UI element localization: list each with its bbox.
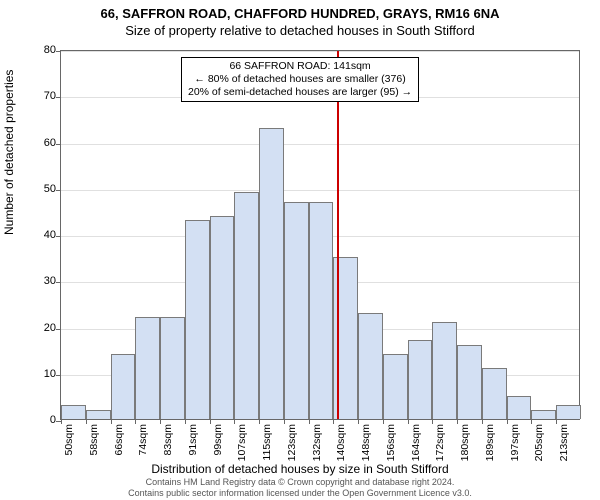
x-tick-label: 172sqm: [434, 424, 446, 461]
y-tick-label: 10: [44, 368, 56, 380]
property-marker-line: [337, 51, 339, 419]
x-tick-label: 197sqm: [509, 424, 521, 461]
histogram-bar: [358, 313, 383, 419]
y-tick-mark: [56, 51, 61, 52]
y-tick-mark: [56, 329, 61, 330]
x-tick-mark: [210, 419, 211, 424]
chart-title-line1: 66, SAFFRON ROAD, CHAFFORD HUNDRED, GRAY…: [0, 6, 600, 21]
x-tick-label: 213sqm: [558, 424, 570, 461]
x-tick-mark: [111, 419, 112, 424]
x-tick-label: 74sqm: [137, 424, 149, 456]
x-tick-label: 180sqm: [459, 424, 471, 461]
x-tick-label: 91sqm: [187, 424, 199, 456]
gridline: [61, 190, 579, 191]
x-tick-label: 115sqm: [261, 424, 273, 461]
property-annotation: 66 SAFFRON ROAD: 141sqm← 80% of detached…: [181, 57, 419, 102]
y-tick-label: 70: [44, 90, 56, 102]
x-tick-mark: [383, 419, 384, 424]
plot-area: 66 SAFFRON ROAD: 141sqm← 80% of detached…: [60, 50, 580, 420]
x-axis-label: Distribution of detached houses by size …: [0, 462, 600, 476]
x-tick-label: 164sqm: [410, 424, 422, 461]
x-tick-label: 148sqm: [360, 424, 372, 461]
x-tick-label: 205sqm: [533, 424, 545, 461]
x-tick-label: 189sqm: [484, 424, 496, 461]
x-tick-label: 140sqm: [335, 424, 347, 461]
histogram-bar: [457, 345, 482, 419]
y-tick-label: 60: [44, 137, 56, 149]
chart-title-line2: Size of property relative to detached ho…: [0, 23, 600, 38]
chart-title-block: 66, SAFFRON ROAD, CHAFFORD HUNDRED, GRAY…: [0, 6, 600, 38]
y-tick-mark: [56, 190, 61, 191]
annotation-line: ← 80% of detached houses are smaller (37…: [188, 73, 412, 86]
x-tick-label: 132sqm: [311, 424, 323, 461]
x-tick-label: 66sqm: [113, 424, 125, 456]
histogram-bar: [259, 128, 284, 419]
y-tick-mark: [56, 97, 61, 98]
x-tick-label: 123sqm: [286, 424, 298, 461]
y-tick-label: 0: [50, 414, 56, 426]
histogram-bar: [111, 354, 136, 419]
y-tick-label: 80: [44, 44, 56, 56]
histogram-bar: [408, 340, 433, 419]
x-tick-label: 107sqm: [236, 424, 248, 461]
x-tick-mark: [61, 419, 62, 424]
histogram-bar: [210, 216, 235, 420]
histogram-bar: [284, 202, 309, 419]
x-tick-label: 99sqm: [212, 424, 224, 456]
histogram-bar: [507, 396, 532, 419]
y-tick-label: 50: [44, 183, 56, 195]
footer-line2: Contains public sector information licen…: [0, 488, 600, 498]
y-tick-label: 20: [44, 322, 56, 334]
histogram-bar: [61, 405, 86, 419]
x-tick-mark: [160, 419, 161, 424]
x-tick-mark: [284, 419, 285, 424]
histogram-bar: [135, 317, 160, 419]
y-tick-mark: [56, 144, 61, 145]
y-tick-label: 30: [44, 275, 56, 287]
annotation-line: 66 SAFFRON ROAD: 141sqm: [188, 60, 412, 73]
y-tick-mark: [56, 282, 61, 283]
x-tick-mark: [507, 419, 508, 424]
x-tick-mark: [259, 419, 260, 424]
histogram-bar: [383, 354, 408, 419]
x-tick-label: 156sqm: [385, 424, 397, 461]
x-tick-label: 50sqm: [63, 424, 75, 456]
y-tick-mark: [56, 375, 61, 376]
histogram-bar: [531, 410, 556, 419]
histogram-bar: [185, 220, 210, 419]
histogram-bar: [432, 322, 457, 419]
histogram-bar: [234, 192, 259, 419]
gridline: [61, 144, 579, 145]
x-tick-mark: [482, 419, 483, 424]
gridline: [61, 51, 579, 52]
y-axis-label: Number of detached properties: [2, 70, 16, 235]
histogram-bar: [556, 405, 581, 419]
footer-line1: Contains HM Land Registry data © Crown c…: [0, 477, 600, 487]
annotation-line: 20% of semi-detached houses are larger (…: [188, 86, 412, 99]
histogram-bar: [309, 202, 334, 419]
x-tick-mark: [358, 419, 359, 424]
x-tick-label: 58sqm: [88, 424, 100, 456]
histogram-bar: [482, 368, 507, 419]
x-tick-mark: [408, 419, 409, 424]
chart-footer: Contains HM Land Registry data © Crown c…: [0, 477, 600, 498]
x-tick-label: 83sqm: [162, 424, 174, 456]
x-tick-mark: [185, 419, 186, 424]
y-tick-mark: [56, 236, 61, 237]
histogram-bar: [160, 317, 185, 419]
y-tick-label: 40: [44, 229, 56, 241]
histogram-bar: [86, 410, 111, 419]
x-tick-mark: [86, 419, 87, 424]
x-tick-mark: [309, 419, 310, 424]
